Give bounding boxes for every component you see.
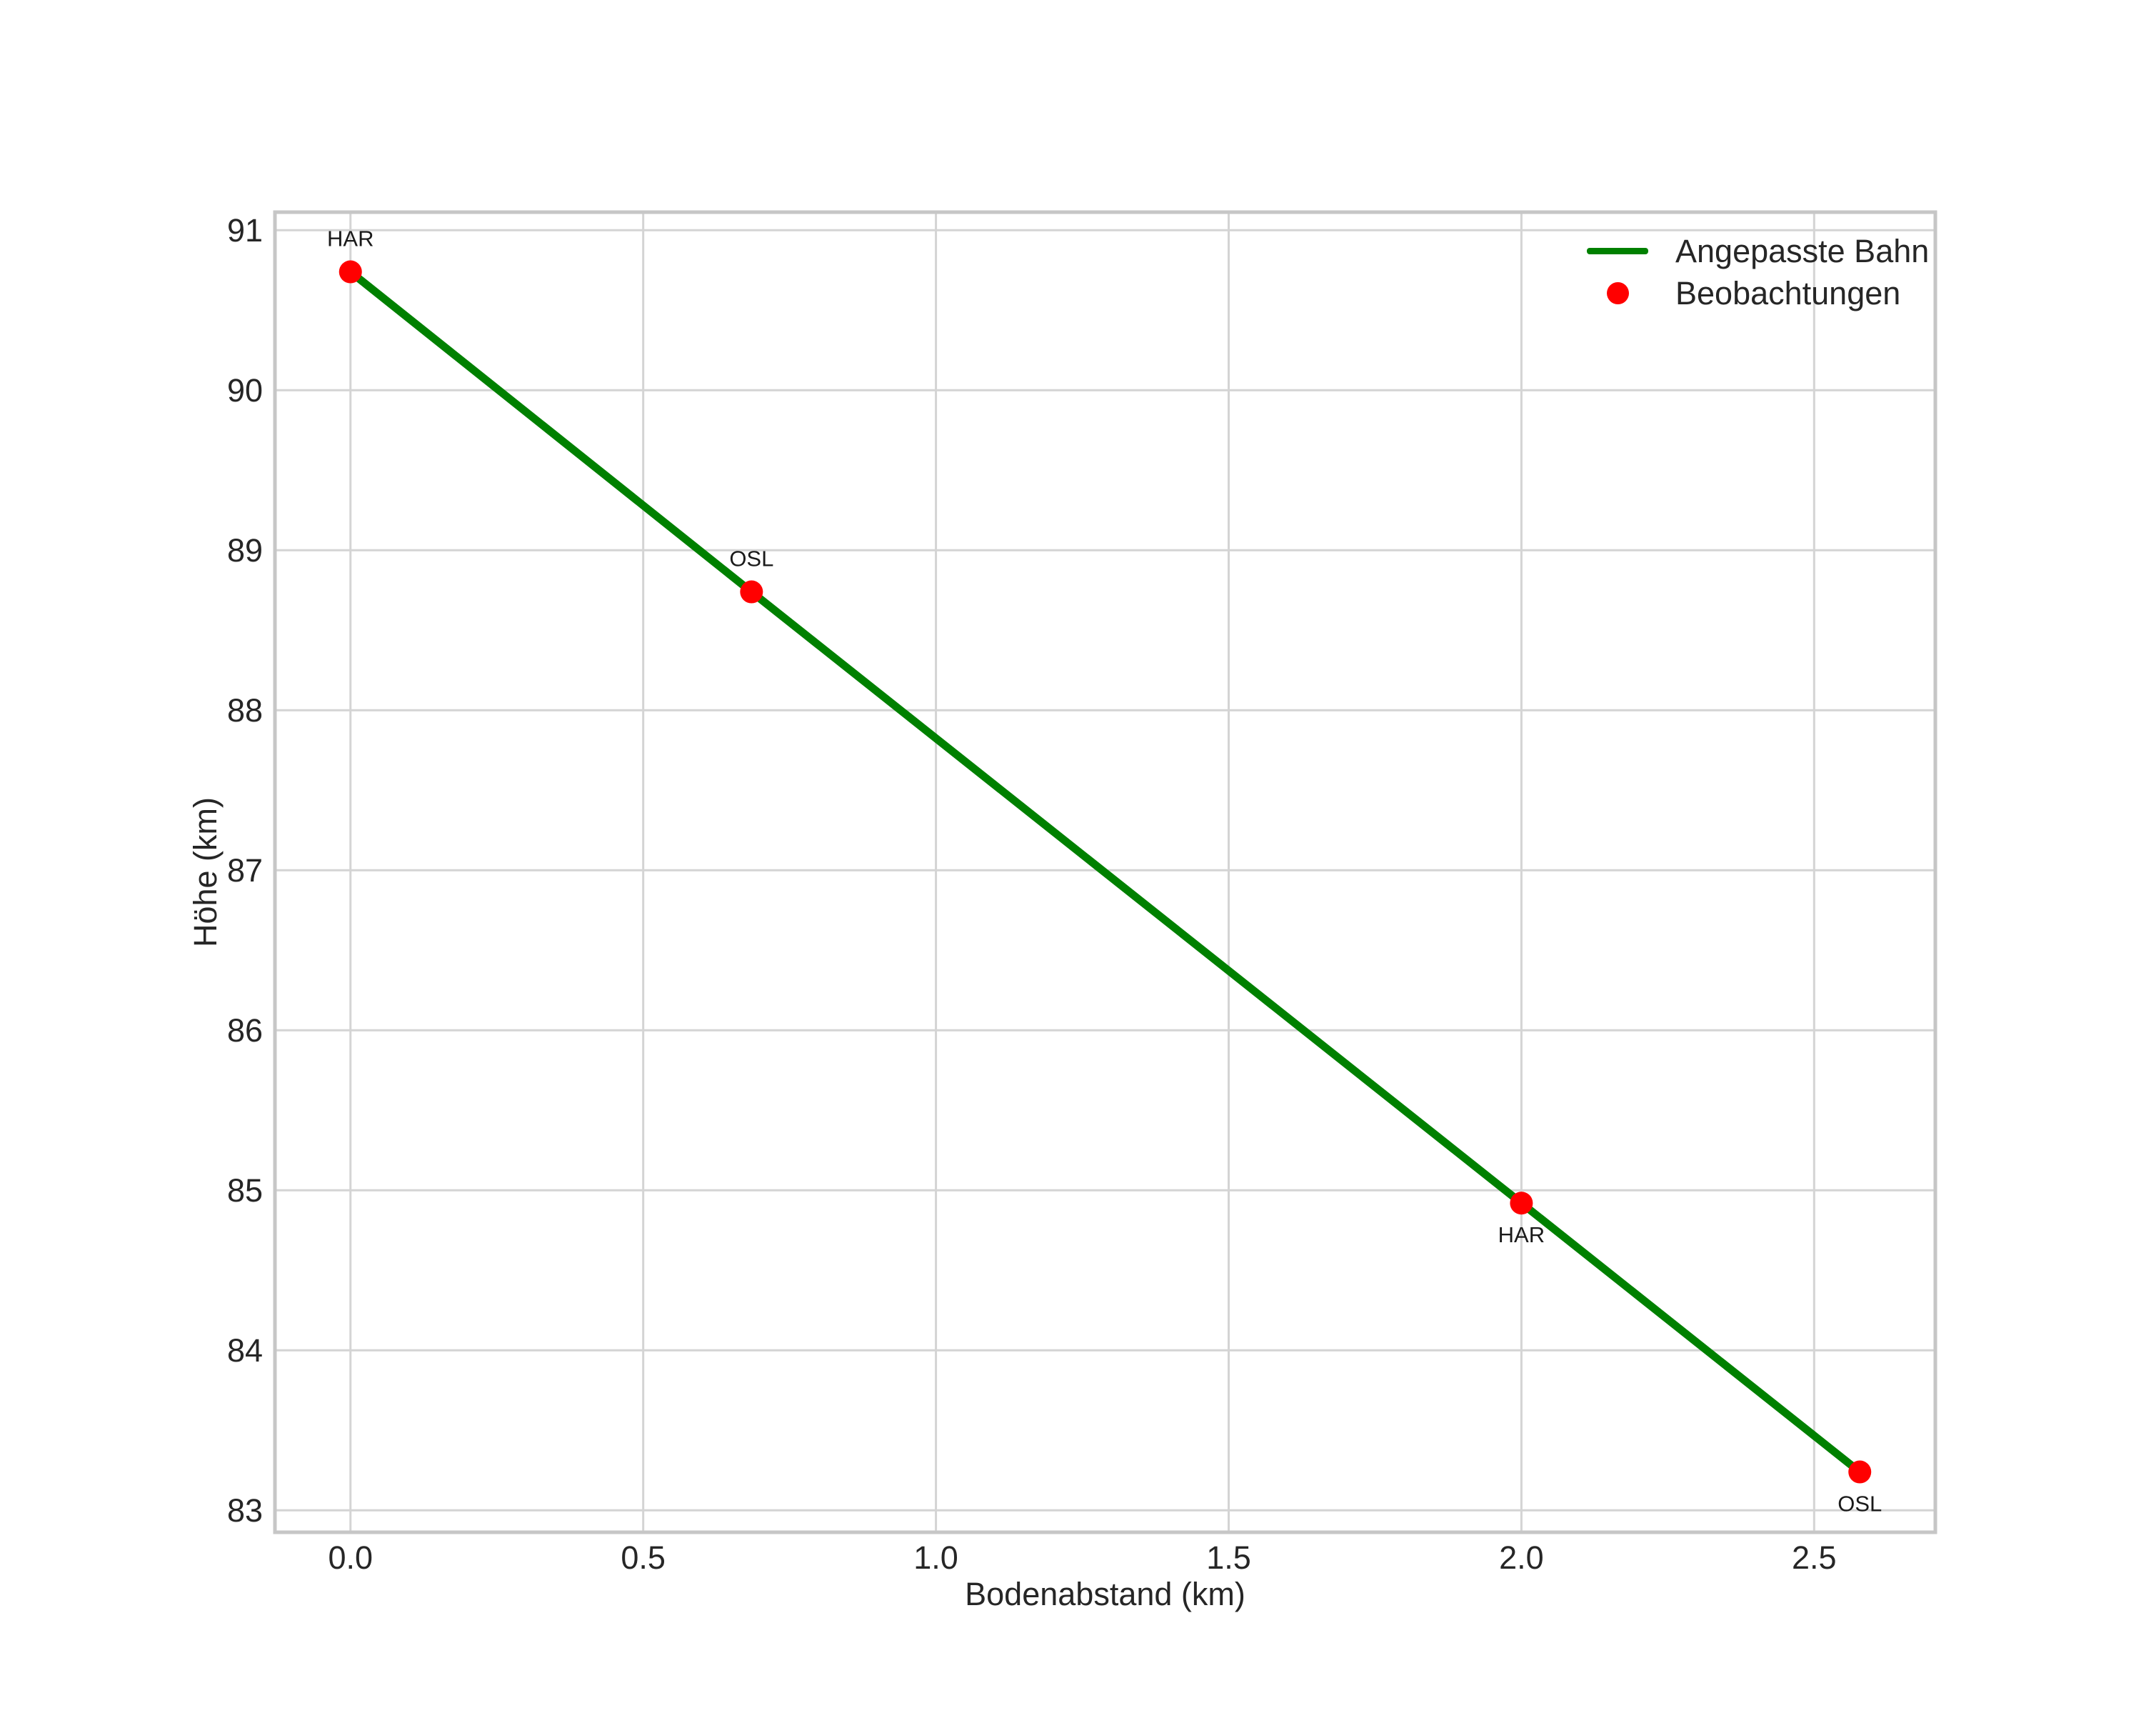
legend-label: Beobachtungen [1675, 274, 1901, 311]
point-label: OSL [729, 546, 773, 571]
x-tick-label: 2.0 [1499, 1539, 1544, 1576]
point-label: OSL [1837, 1492, 1882, 1517]
y-tick-label: 86 [227, 1012, 263, 1049]
fitted-line [346, 268, 1864, 1477]
legend: Angepasste Bahn Beobachtungen [1578, 230, 1929, 314]
legend-marker-cell [1578, 282, 1657, 304]
legend-marker-cell [1578, 248, 1657, 254]
data-point [339, 260, 362, 284]
x-tick-label: 0.0 [328, 1539, 373, 1576]
x-tick-label: 1.5 [1206, 1539, 1251, 1576]
data-point [1848, 1460, 1872, 1484]
x-axis-title: Bodenabstand (km) [965, 1576, 1245, 1612]
legend-item-observations: Beobachtungen [1578, 272, 1929, 314]
point-label: HAR [327, 226, 373, 251]
y-tick-label: 90 [227, 372, 263, 409]
data-point [740, 580, 763, 604]
line-swatch-icon [1587, 248, 1648, 254]
legend-item-fitted-line: Angepasste Bahn [1578, 230, 1929, 272]
point-label: HAR [1498, 1222, 1545, 1247]
dot-swatch-icon [1606, 282, 1629, 304]
x-tick-label: 0.5 [621, 1539, 666, 1576]
y-tick-label: 89 [227, 532, 263, 569]
y-tick-label: 88 [227, 692, 263, 729]
data-point [1510, 1192, 1533, 1215]
x-tick-label: 1.0 [913, 1539, 958, 1576]
y-axis-title: Höhe (km) [187, 796, 224, 948]
y-tick-label: 83 [227, 1492, 263, 1529]
plot-border [273, 210, 1937, 1534]
y-tick-label: 87 [227, 852, 263, 889]
y-tick-label: 91 [227, 212, 263, 249]
x-tick-label: 2.5 [1792, 1539, 1837, 1576]
y-tick-label: 85 [227, 1172, 263, 1209]
legend-label: Angepasste Bahn [1675, 232, 1930, 269]
y-tick-label: 84 [227, 1332, 263, 1369]
